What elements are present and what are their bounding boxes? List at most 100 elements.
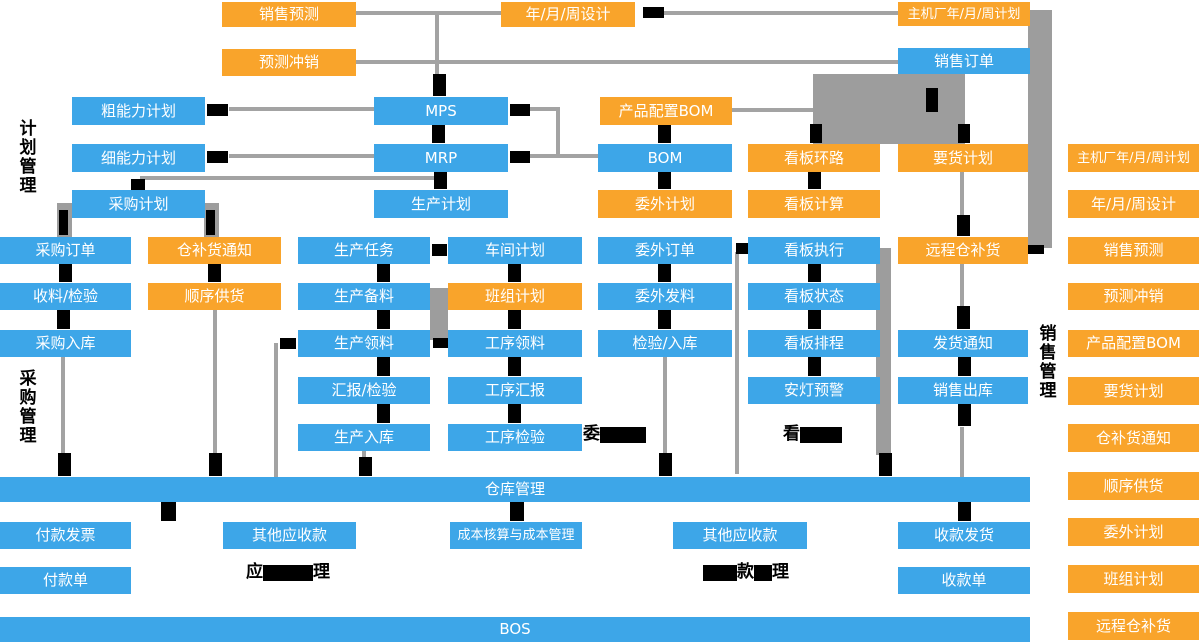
node-production-task: 生产任务 bbox=[298, 237, 430, 264]
black-arrow-segment bbox=[508, 310, 521, 329]
black-arrow-segment bbox=[208, 264, 221, 282]
black-arrow-segment bbox=[377, 404, 390, 423]
node-andon-warning: 安灯预警 bbox=[748, 377, 880, 404]
node-sales-forecast-top: 销售预测 bbox=[222, 2, 356, 27]
node-year-month-week-design-top: 年/月/周设计 bbox=[501, 2, 635, 27]
node-kanban-calculation: 看板计算 bbox=[748, 190, 880, 218]
gray-connector-line bbox=[530, 107, 557, 111]
black-arrow-segment bbox=[59, 264, 72, 282]
gray-connector-line bbox=[229, 107, 374, 111]
black-arrow-segment bbox=[879, 453, 892, 476]
gray-connector-line bbox=[664, 11, 898, 15]
node-delivery-plan: 要货计划 bbox=[898, 144, 1028, 172]
node-rc-product-config-bom: 产品配置BOM bbox=[1068, 330, 1199, 357]
node-workshop-plan: 车间计划 bbox=[448, 237, 582, 264]
black-arrow-segment bbox=[508, 404, 521, 423]
black-arrow-segment bbox=[808, 172, 821, 189]
node-oem-year-month-week-plan-top: 主机厂年/月/周计划 bbox=[898, 2, 1030, 26]
section-label-receivables-management: 款理 bbox=[703, 564, 789, 581]
black-arrow-segment bbox=[207, 151, 228, 163]
node-report-inspection: 汇报/检验 bbox=[298, 377, 430, 404]
black-arrow-segment bbox=[736, 243, 750, 254]
node-process-report: 工序汇报 bbox=[448, 377, 582, 404]
node-rc-sequence-supply: 顺序供货 bbox=[1068, 472, 1199, 500]
black-arrow-segment bbox=[207, 104, 228, 116]
node-receiving-inspection: 收料/检验 bbox=[0, 283, 131, 310]
node-shipping-notice: 发货通知 bbox=[898, 330, 1028, 357]
section-label-outsourcing-management: 委 bbox=[583, 426, 646, 443]
black-arrow-segment bbox=[659, 453, 672, 476]
black-arrow-segment bbox=[59, 210, 68, 235]
node-rc-warehouse-replenishment-notice: 仓补货通知 bbox=[1068, 424, 1199, 452]
node-receipt-shipping: 收款发货 bbox=[898, 522, 1030, 549]
black-arrow-segment bbox=[432, 244, 447, 256]
gray-connector-line bbox=[274, 343, 278, 477]
black-arrow-segment bbox=[658, 172, 671, 189]
black-arrow-segment bbox=[958, 502, 971, 521]
black-arrow-segment bbox=[57, 310, 70, 329]
gray-connector-line bbox=[356, 11, 501, 15]
node-fine-capacity-plan: 细能力计划 bbox=[72, 144, 205, 172]
node-mrp: MRP bbox=[374, 144, 508, 172]
black-arrow-segment bbox=[1028, 245, 1044, 254]
black-arrow-segment bbox=[280, 338, 296, 349]
node-rc-remote-warehouse-replenishment: 远程仓补货 bbox=[1068, 612, 1199, 640]
node-mps: MPS bbox=[374, 97, 508, 125]
section-label-text: 看 bbox=[783, 424, 800, 444]
black-arrow-segment bbox=[359, 457, 372, 476]
section-label-sales-management: 销售管理 bbox=[1039, 324, 1057, 401]
black-arrow-segment bbox=[658, 264, 671, 282]
node-kanban-loop: 看板环路 bbox=[748, 144, 880, 172]
node-warehouse-replenishment-notice: 仓补货通知 bbox=[148, 237, 281, 264]
section-label-text: 委 bbox=[583, 424, 600, 444]
node-receipt-slip: 收款单 bbox=[898, 567, 1030, 594]
black-arrow-segment bbox=[434, 172, 447, 189]
redaction-block bbox=[754, 564, 772, 581]
black-arrow-segment bbox=[926, 88, 938, 112]
black-arrow-segment bbox=[161, 502, 176, 521]
black-arrow-segment bbox=[209, 453, 222, 476]
black-arrow-segment bbox=[958, 357, 971, 376]
redaction-block bbox=[800, 426, 842, 443]
gray-connector-line bbox=[960, 427, 964, 477]
section-label-text: 应 bbox=[246, 562, 263, 582]
black-arrow-segment bbox=[510, 104, 530, 116]
node-product-config-bom: 产品配置BOM bbox=[600, 97, 732, 125]
redaction-block bbox=[263, 564, 313, 581]
node-other-receivables-left: 其他应收款 bbox=[223, 522, 356, 549]
node-process-inspection: 工序检验 bbox=[448, 424, 582, 451]
black-arrow-segment bbox=[808, 264, 821, 282]
node-rc-outsourcing-plan: 委外计划 bbox=[1068, 518, 1199, 546]
node-kanban-scheduling: 看板排程 bbox=[748, 330, 880, 357]
black-arrow-segment bbox=[810, 124, 822, 143]
black-arrow-segment bbox=[131, 179, 145, 190]
node-kanban-status: 看板状态 bbox=[748, 283, 880, 310]
section-label-kanban-management: 看 bbox=[783, 426, 842, 443]
node-other-receivables-right: 其他应收款 bbox=[673, 522, 807, 549]
node-warehouse-management-band: 仓库管理 bbox=[0, 477, 1030, 502]
node-cost-accounting-management: 成本核算与成本管理 bbox=[450, 522, 582, 549]
black-arrow-segment bbox=[377, 264, 390, 282]
gray-connector-line bbox=[530, 154, 598, 158]
node-payment-invoice: 付款发票 bbox=[0, 522, 131, 549]
gray-connector-line bbox=[735, 252, 739, 474]
node-rc-year-month-week-design: 年/月/周设计 bbox=[1068, 190, 1199, 218]
redaction-block bbox=[703, 564, 737, 581]
redaction-block bbox=[600, 426, 646, 443]
black-arrow-segment bbox=[958, 124, 970, 143]
black-arrow-segment bbox=[377, 357, 390, 376]
black-arrow-segment bbox=[377, 310, 390, 329]
node-forecast-writeoff-top: 预测冲销 bbox=[222, 49, 356, 76]
black-arrow-segment bbox=[510, 151, 530, 163]
section-label-plan-management: 计划管理 bbox=[19, 119, 37, 196]
gray-connector-line bbox=[960, 263, 964, 308]
black-arrow-segment bbox=[433, 338, 448, 348]
black-arrow-segment bbox=[658, 125, 671, 143]
black-arrow-segment bbox=[958, 404, 971, 426]
gray-connector-line bbox=[960, 172, 964, 217]
black-arrow-segment bbox=[508, 357, 521, 376]
black-arrow-segment bbox=[510, 502, 524, 521]
gray-connector-line bbox=[229, 154, 374, 158]
black-arrow-segment bbox=[957, 306, 970, 329]
